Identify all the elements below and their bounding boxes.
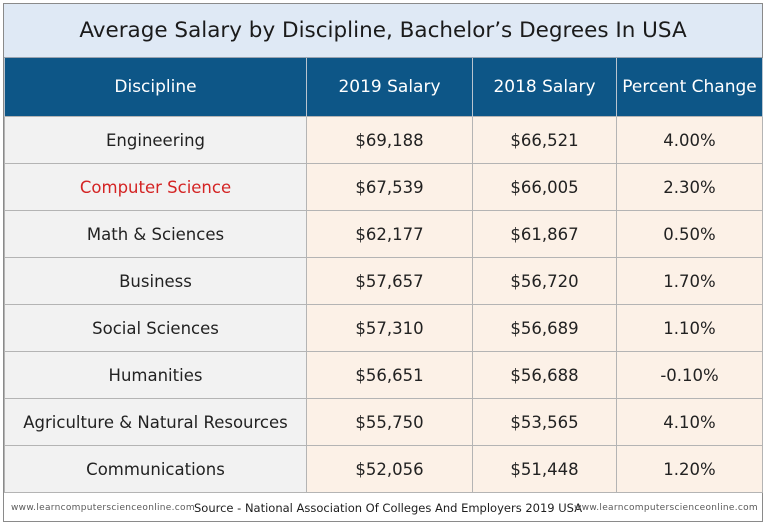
table-row: Business $57,657 $56,720 1.70%	[4, 257, 763, 305]
discipline-cell: Social Sciences	[4, 304, 307, 352]
discipline-cell: Agriculture & Natural Resources	[4, 398, 307, 446]
salary-2018-cell: $61,867	[472, 210, 617, 258]
table-header: Discipline 2019 Salary 2018 Salary Perce…	[4, 58, 763, 117]
header-2018-salary: 2018 Salary	[472, 58, 617, 117]
footer-site-left: www.learncomputerscienceonline.com	[11, 503, 195, 513]
discipline-cell: Computer Science	[4, 163, 307, 211]
table-title: Average Salary by Discipline, Bachelor’s…	[4, 4, 762, 58]
percent-change-cell: 4.10%	[616, 398, 763, 446]
discipline-cell: Humanities	[4, 351, 307, 399]
percent-change-cell: 4.00%	[616, 116, 763, 164]
salary-table-figure: Average Salary by Discipline, Bachelor’s…	[3, 3, 763, 522]
percent-change-cell: 1.20%	[616, 445, 763, 493]
table-row: Math & Sciences $62,177 $61,867 0.50%	[4, 210, 763, 258]
salary-2018-cell: $53,565	[472, 398, 617, 446]
footer: www.learncomputerscienceonline.com Sourc…	[4, 496, 762, 521]
header-row: Discipline 2019 Salary 2018 Salary Perce…	[4, 58, 763, 117]
table-row: Social Sciences $57,310 $56,689 1.10%	[4, 304, 763, 352]
salary-2018-cell: $56,688	[472, 351, 617, 399]
footer-site-right: www.learncomputerscienceonline.com	[574, 503, 758, 513]
table-row: Agriculture & Natural Resources $55,750 $5…	[4, 398, 763, 446]
discipline-cell: Business	[4, 257, 307, 305]
table-body: Engineering $69,188 $66,521 4.00% Computer S…	[4, 116, 763, 493]
table-row: Humanities $56,651 $56,688 -0.10%	[4, 351, 763, 399]
footer-source: Source - National Association Of College…	[194, 501, 583, 515]
discipline-cell: Communications	[4, 445, 307, 493]
salary-2018-cell: $56,689	[472, 304, 617, 352]
table-row: Engineering $69,188 $66,521 4.00%	[4, 116, 763, 164]
salary-2019-cell: $57,310	[306, 304, 473, 352]
discipline-cell: Engineering	[4, 116, 307, 164]
discipline-cell: Math & Sciences	[4, 210, 307, 258]
salary-table: Discipline 2019 Salary 2018 Salary Perce…	[4, 58, 763, 493]
salary-2018-cell: $51,448	[472, 445, 617, 493]
salary-2019-cell: $55,750	[306, 398, 473, 446]
salary-2019-cell: $57,657	[306, 257, 473, 305]
header-2019-salary: 2019 Salary	[306, 58, 473, 117]
salary-2019-cell: $69,188	[306, 116, 473, 164]
header-percent-change: Percent Change	[616, 58, 763, 117]
salary-2019-cell: $56,651	[306, 351, 473, 399]
salary-2019-cell: $62,177	[306, 210, 473, 258]
salary-2018-cell: $56,720	[472, 257, 617, 305]
salary-2019-cell: $52,056	[306, 445, 473, 493]
percent-change-cell: -0.10%	[616, 351, 763, 399]
salary-2019-cell: $67,539	[306, 163, 473, 211]
percent-change-cell: 1.70%	[616, 257, 763, 305]
percent-change-cell: 0.50%	[616, 210, 763, 258]
salary-2018-cell: $66,005	[472, 163, 617, 211]
header-discipline: Discipline	[4, 58, 307, 117]
table-row: Communications $52,056 $51,448 1.20%	[4, 445, 763, 493]
percent-change-cell: 1.10%	[616, 304, 763, 352]
salary-2018-cell: $66,521	[472, 116, 617, 164]
percent-change-cell: 2.30%	[616, 163, 763, 211]
table-row: Computer Science $67,539 $66,005 2.30%	[4, 163, 763, 211]
